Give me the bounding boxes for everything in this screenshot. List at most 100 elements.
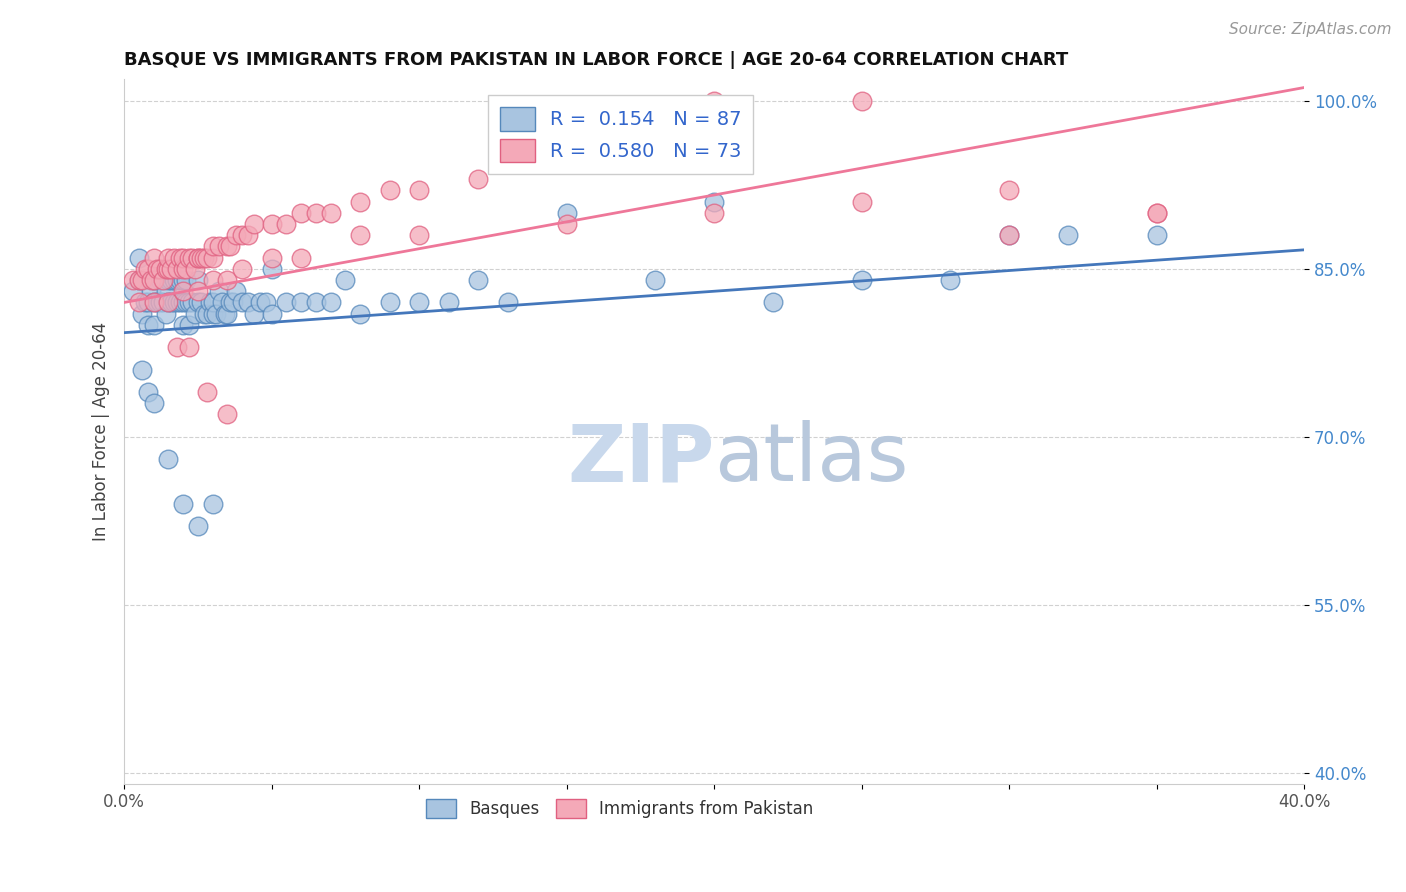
Point xyxy=(155,284,177,298)
Point xyxy=(166,273,188,287)
Point xyxy=(211,295,233,310)
Point xyxy=(174,295,197,310)
Point xyxy=(201,273,224,287)
Text: atlas: atlas xyxy=(714,420,908,499)
Point xyxy=(136,384,159,399)
Point xyxy=(998,228,1021,243)
Point xyxy=(260,307,283,321)
Point xyxy=(155,261,177,276)
Point xyxy=(243,217,266,231)
Point xyxy=(131,362,153,376)
Point xyxy=(187,519,209,533)
Point xyxy=(201,497,224,511)
Point xyxy=(496,295,519,310)
Point xyxy=(187,295,209,310)
Point xyxy=(217,273,239,287)
Point xyxy=(181,295,204,310)
Point xyxy=(142,318,165,332)
Point xyxy=(378,184,401,198)
Point xyxy=(260,217,283,231)
Point xyxy=(179,340,201,354)
Point xyxy=(1146,228,1168,243)
Point xyxy=(231,295,253,310)
Point xyxy=(1057,228,1080,243)
Point xyxy=(142,273,165,287)
Point xyxy=(157,295,180,310)
Point xyxy=(1146,206,1168,220)
Point xyxy=(703,94,725,108)
Point xyxy=(136,318,159,332)
Point xyxy=(408,228,430,243)
Point xyxy=(152,273,174,287)
Point xyxy=(122,273,145,287)
Point xyxy=(349,194,371,209)
Point xyxy=(163,251,186,265)
Point xyxy=(201,251,224,265)
Point xyxy=(644,273,666,287)
Point xyxy=(134,261,156,276)
Point xyxy=(762,295,785,310)
Point xyxy=(201,295,224,310)
Point xyxy=(998,184,1021,198)
Point xyxy=(172,251,194,265)
Point xyxy=(290,295,312,310)
Point xyxy=(195,307,218,321)
Point xyxy=(851,273,873,287)
Point xyxy=(225,228,247,243)
Point xyxy=(236,228,259,243)
Point xyxy=(408,184,430,198)
Point xyxy=(160,273,183,287)
Point xyxy=(152,273,174,287)
Point xyxy=(136,295,159,310)
Point xyxy=(172,261,194,276)
Point xyxy=(139,284,162,298)
Point xyxy=(437,295,460,310)
Point xyxy=(142,396,165,410)
Text: ZIP: ZIP xyxy=(567,420,714,499)
Point xyxy=(172,497,194,511)
Point xyxy=(128,251,150,265)
Point xyxy=(166,261,188,276)
Point xyxy=(217,307,239,321)
Point xyxy=(187,284,209,298)
Point xyxy=(231,228,253,243)
Point xyxy=(243,307,266,321)
Point xyxy=(149,261,172,276)
Point xyxy=(319,206,342,220)
Point xyxy=(166,295,188,310)
Point xyxy=(149,295,172,310)
Point xyxy=(157,251,180,265)
Point xyxy=(851,194,873,209)
Point xyxy=(128,273,150,287)
Point xyxy=(193,251,215,265)
Point xyxy=(198,295,221,310)
Point xyxy=(335,273,357,287)
Point xyxy=(195,384,218,399)
Point xyxy=(142,273,165,287)
Point xyxy=(1146,206,1168,220)
Point xyxy=(184,261,207,276)
Point xyxy=(142,295,165,310)
Point xyxy=(149,273,172,287)
Legend: Basques, Immigrants from Pakistan: Basques, Immigrants from Pakistan xyxy=(419,792,821,825)
Point xyxy=(408,295,430,310)
Point xyxy=(193,307,215,321)
Point xyxy=(166,340,188,354)
Point xyxy=(703,206,725,220)
Point xyxy=(349,307,371,321)
Point xyxy=(187,251,209,265)
Point xyxy=(157,273,180,287)
Point xyxy=(169,251,191,265)
Point xyxy=(174,261,197,276)
Point xyxy=(172,295,194,310)
Point xyxy=(939,273,962,287)
Point xyxy=(207,284,229,298)
Point xyxy=(155,307,177,321)
Point xyxy=(131,307,153,321)
Point xyxy=(219,295,242,310)
Point xyxy=(305,295,328,310)
Point xyxy=(703,194,725,209)
Point xyxy=(260,261,283,276)
Point xyxy=(160,261,183,276)
Point xyxy=(136,261,159,276)
